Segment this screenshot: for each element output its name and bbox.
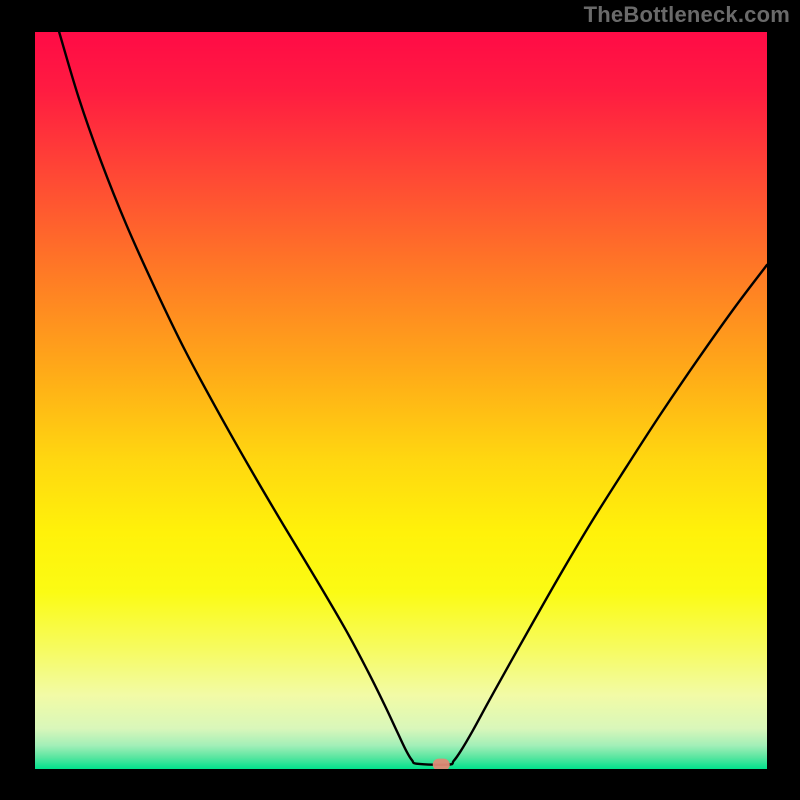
bottleneck-chart — [0, 0, 800, 800]
optimal-point-marker — [433, 759, 450, 771]
chart-container: TheBottleneck.com — [0, 0, 800, 800]
gradient-plot-area — [35, 32, 767, 769]
attribution-text: TheBottleneck.com — [584, 2, 790, 28]
